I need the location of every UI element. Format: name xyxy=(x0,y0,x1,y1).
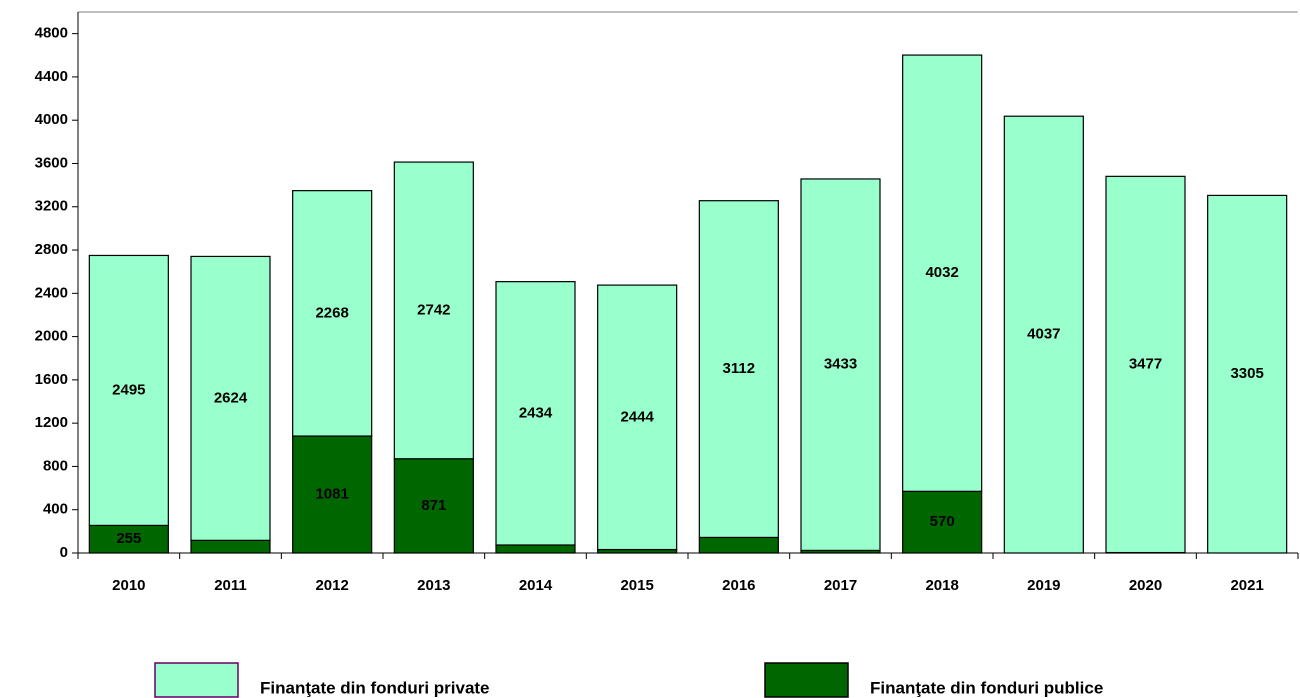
bar-segment xyxy=(902,54,983,492)
bar-segment xyxy=(800,178,881,552)
x-tick-label: 2020 xyxy=(1129,577,1162,594)
data-label: 2495 xyxy=(112,381,145,398)
x-tick-label: 2021 xyxy=(1230,577,1263,594)
data-label: 1081 xyxy=(315,485,348,502)
x-tick-label: 2011 xyxy=(214,577,247,594)
bar-segment xyxy=(597,284,678,551)
data-label: 4032 xyxy=(925,264,958,281)
data-label: 255 xyxy=(116,530,141,547)
bar-segment xyxy=(1105,175,1186,554)
x-tick-label: 2014 xyxy=(519,577,553,594)
y-tick-label: 1600 xyxy=(35,371,68,388)
x-tick-label: 2017 xyxy=(824,577,857,594)
x-tick-label: 2016 xyxy=(722,577,755,594)
bar-segment xyxy=(698,200,779,539)
data-label: 3433 xyxy=(824,356,857,373)
y-tick-label: 2800 xyxy=(35,241,68,258)
y-tick-label: 2000 xyxy=(35,328,68,345)
data-label: 2434 xyxy=(519,404,553,421)
bar-segment xyxy=(393,161,474,460)
bar-segment xyxy=(190,539,271,554)
bar-segment xyxy=(292,190,373,437)
x-tick-label: 2012 xyxy=(315,577,348,594)
x-tick-label: 2015 xyxy=(620,577,653,594)
data-label: 3477 xyxy=(1129,355,1162,372)
x-tick-label: 2018 xyxy=(925,577,958,594)
legend-label: Finanţate din fonduri private xyxy=(260,678,490,697)
y-tick-label: 4800 xyxy=(35,25,68,42)
data-label: 3112 xyxy=(723,360,756,377)
y-tick-label: 3600 xyxy=(35,154,68,171)
data-label: 871 xyxy=(421,497,446,514)
y-tick-label: 800 xyxy=(43,457,68,474)
x-tick-label: 2013 xyxy=(417,577,450,594)
bar-segment xyxy=(495,544,576,554)
data-label: 3305 xyxy=(1230,365,1263,382)
data-label: 2624 xyxy=(214,389,248,406)
y-tick-label: 3200 xyxy=(35,198,68,215)
bar-segment xyxy=(1003,115,1084,554)
data-label: 2268 xyxy=(315,304,348,321)
data-label: 2444 xyxy=(620,408,654,425)
y-tick-label: 0 xyxy=(60,544,68,561)
legend-swatch xyxy=(764,662,849,698)
bar-segment xyxy=(190,255,271,541)
bar-segment xyxy=(1207,194,1288,554)
x-tick-label: 2019 xyxy=(1027,577,1060,594)
y-tick-label: 4400 xyxy=(35,68,68,85)
bar-segment xyxy=(88,254,169,527)
legend-swatch xyxy=(154,662,239,698)
data-label: 4037 xyxy=(1027,326,1060,343)
data-label: 570 xyxy=(930,513,955,530)
y-tick-label: 1200 xyxy=(35,414,68,431)
x-tick-label: 2010 xyxy=(112,577,145,594)
bar-segment xyxy=(495,281,576,546)
y-tick-label: 2400 xyxy=(35,284,68,301)
bar-segment xyxy=(698,536,779,554)
data-label: 2742 xyxy=(417,301,450,318)
y-tick-label: 400 xyxy=(43,501,68,518)
legend-label: Finanţate din fonduri publice xyxy=(870,678,1103,697)
y-tick-label: 4000 xyxy=(35,111,68,128)
bar-segment xyxy=(393,458,474,554)
